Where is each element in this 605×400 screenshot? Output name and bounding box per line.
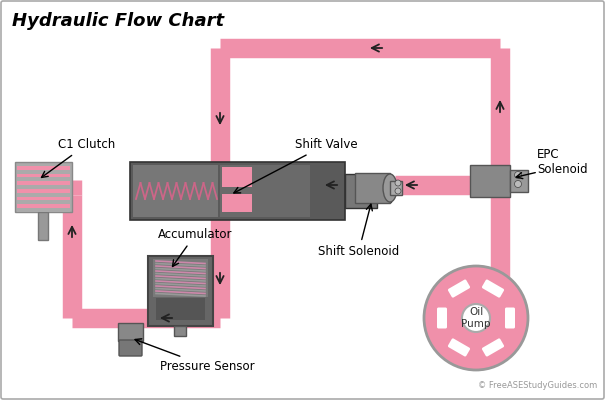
Circle shape <box>424 266 528 370</box>
Bar <box>148 256 213 326</box>
Text: EPC
Solenoid: EPC Solenoid <box>537 148 587 176</box>
Bar <box>17 208 70 212</box>
Bar <box>153 259 208 297</box>
Bar <box>38 212 48 240</box>
Bar <box>133 165 218 217</box>
Circle shape <box>462 304 490 332</box>
Text: Shift Valve: Shift Valve <box>234 138 358 193</box>
Bar <box>470 165 510 197</box>
FancyBboxPatch shape <box>505 308 515 328</box>
Bar <box>17 177 70 181</box>
Text: Accumulator: Accumulator <box>158 228 232 266</box>
Bar <box>118 323 143 341</box>
Bar <box>130 162 345 220</box>
Bar <box>220 165 310 217</box>
Bar <box>17 166 70 170</box>
Bar <box>17 189 70 193</box>
Text: Pressure Sensor: Pressure Sensor <box>135 339 255 373</box>
Bar <box>17 200 70 204</box>
FancyBboxPatch shape <box>482 280 504 298</box>
Bar <box>222 167 252 187</box>
Bar <box>377 180 391 202</box>
Bar <box>156 298 205 320</box>
Bar <box>17 170 70 174</box>
Circle shape <box>514 180 522 188</box>
Bar <box>17 185 70 189</box>
Bar <box>222 194 252 212</box>
Ellipse shape <box>383 174 397 202</box>
Text: Shift Solenoid: Shift Solenoid <box>318 204 399 258</box>
Bar <box>390 181 402 195</box>
FancyBboxPatch shape <box>448 280 470 298</box>
Text: Oil
Pump: Oil Pump <box>461 307 491 329</box>
Circle shape <box>395 180 401 186</box>
FancyBboxPatch shape <box>448 338 470 356</box>
FancyBboxPatch shape <box>119 340 142 356</box>
Bar <box>17 204 70 208</box>
FancyBboxPatch shape <box>482 338 504 356</box>
Bar <box>17 181 70 185</box>
Circle shape <box>514 172 522 178</box>
Bar <box>17 193 70 197</box>
Text: Hydraulic Flow Chart: Hydraulic Flow Chart <box>12 12 224 30</box>
Bar <box>17 197 70 200</box>
Bar <box>174 326 186 336</box>
Text: C1 Clutch: C1 Clutch <box>42 138 115 178</box>
Text: © FreeASEStudyGuides.com: © FreeASEStudyGuides.com <box>478 381 597 390</box>
Bar <box>17 174 70 177</box>
Bar <box>15 162 72 212</box>
Bar <box>345 174 377 208</box>
FancyBboxPatch shape <box>437 308 447 328</box>
Circle shape <box>395 188 401 194</box>
Bar <box>510 170 528 192</box>
Bar <box>355 173 390 203</box>
